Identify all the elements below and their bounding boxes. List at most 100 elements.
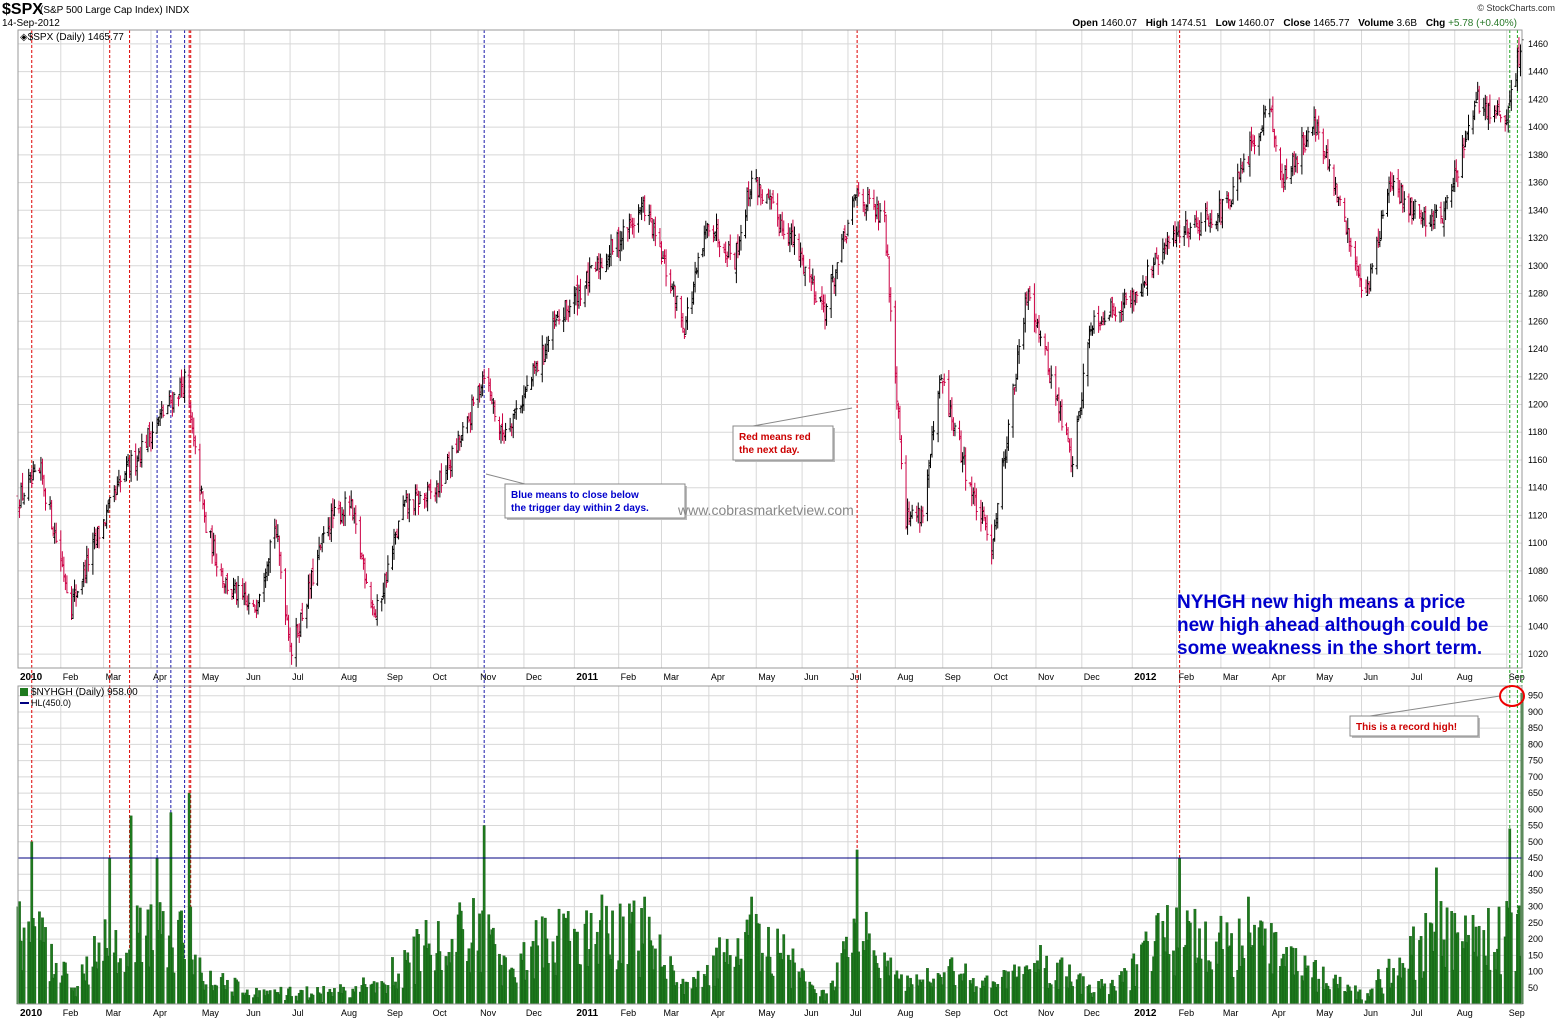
- record-callout-pointer: [1369, 695, 1501, 717]
- price-x-tick-label: 2011: [576, 672, 598, 683]
- nyhgh-bar: [1017, 966, 1021, 1005]
- nyhgh-bar: [450, 938, 454, 1005]
- open-value: 1460.07: [1100, 18, 1137, 29]
- red-callout-pointer: [752, 407, 853, 427]
- nyhgh-y-tick-label: 550: [1528, 821, 1543, 831]
- price-y-tick-label: 1060: [1528, 594, 1548, 604]
- nyhgh-x-tick-label: 2010: [20, 1008, 43, 1019]
- nyhgh-bar: [611, 910, 614, 1005]
- nyhgh-bar: [193, 954, 197, 1005]
- nyhgh-y-tick-label: 300: [1528, 902, 1543, 912]
- nyhgh-bar: [1285, 947, 1288, 1005]
- nyhgh-bar: [686, 982, 689, 1005]
- nyhgh-bar: [76, 986, 79, 1005]
- nyhgh-bar: [1274, 931, 1278, 1005]
- nyhgh-x-tick-label: May: [202, 1008, 220, 1018]
- nyhgh-bar: [1295, 971, 1299, 1005]
- nyhgh-bar: [215, 985, 219, 1005]
- nyhgh-bar: [407, 962, 411, 1005]
- nyhgh-bar: [878, 978, 882, 1005]
- nyhgh-bar: [547, 963, 550, 1005]
- nyhgh-x-tick-label: Aug: [897, 1008, 913, 1018]
- nyhgh-bar: [793, 962, 796, 1005]
- price-x-tick-label: Sep: [945, 672, 961, 682]
- nyhgh-bar: [1392, 968, 1395, 1005]
- price-x-tick-label: Aug: [897, 672, 913, 682]
- nyhgh-bar: [568, 940, 572, 1005]
- nyhgh-y-tick-label: 800: [1528, 739, 1543, 749]
- high-value: 1474.51: [1170, 18, 1207, 29]
- price-y-tick-label: 1160: [1528, 455, 1547, 465]
- annotations-layer: Blue means to close below the trigger day…: [485, 407, 1525, 738]
- nyhgh-x-tick-label: Nov: [480, 1008, 497, 1018]
- nyhgh-bar: [632, 900, 636, 1005]
- nyhgh-x-tick-label: May: [1316, 1008, 1334, 1018]
- nyhgh-bar: [461, 929, 465, 1005]
- nyhgh-legend-swatch: [20, 688, 28, 696]
- price-x-tick-label: 2012: [1134, 672, 1157, 683]
- price-x-tick-label: Nov: [480, 672, 497, 682]
- nyhgh-bar: [1156, 912, 1160, 1005]
- nyhgh-x-tick-label: Dec: [1084, 1008, 1101, 1018]
- nyhgh-bar: [557, 908, 561, 1005]
- nyhgh-x-tick-label: 2011: [576, 1008, 598, 1019]
- nyhgh-bar: [290, 996, 293, 1005]
- nyhgh-bar: [1317, 978, 1321, 1005]
- nyhgh-x-tick-label: Mar: [106, 1008, 122, 1018]
- nyhgh-bar: [1146, 941, 1149, 1005]
- price-x-tick-label: Sep: [1509, 672, 1525, 682]
- nyhgh-y-tick-label: 700: [1528, 772, 1543, 782]
- nyhgh-bar: [1124, 970, 1128, 1005]
- nyhgh-y-tick-label: 400: [1528, 869, 1543, 879]
- nyhgh-x-tick-label: Feb: [63, 1008, 79, 1018]
- nyhgh-bar: [172, 972, 176, 1005]
- price-x-tick-label: Jul: [1411, 672, 1423, 682]
- nyhgh-x-tick-label: Jul: [1411, 1008, 1423, 1018]
- nyhgh-bar: [1103, 983, 1107, 1005]
- nyhgh-bar: [953, 985, 957, 1005]
- nyhgh-x-tick-label: Apr: [153, 1008, 167, 1018]
- watermark-text: www.cobrasmarketview.com: [677, 502, 854, 518]
- nyhgh-bar: [1349, 990, 1353, 1005]
- price-x-tick-label: Dec: [526, 672, 543, 682]
- nyhgh-bar: [300, 990, 304, 1005]
- price-x-tick-label: May: [758, 672, 776, 682]
- nyhgh-y-tick-label: 200: [1528, 934, 1543, 944]
- price-y-tick-label: 1360: [1528, 178, 1548, 188]
- nyhgh-x-tick-label: Feb: [621, 1008, 637, 1018]
- price-x-tick-label: Mar: [1223, 672, 1239, 682]
- nyhgh-bar: [108, 857, 112, 1005]
- price-x-tick-label: Mar: [106, 672, 122, 682]
- price-y-tick-label: 1460: [1528, 39, 1548, 49]
- price-bars-layer: [16, 37, 1524, 667]
- nyhgh-bar: [1338, 976, 1342, 1005]
- nyhgh-bar: [493, 944, 497, 1005]
- nyhgh-bar: [718, 937, 721, 1005]
- price-x-tick-label: Oct: [433, 672, 448, 682]
- nyhgh-bar: [964, 963, 967, 1005]
- nyhgh-x-tick-label: Nov: [1038, 1008, 1055, 1018]
- price-y-tick-label: 1400: [1528, 122, 1548, 132]
- nyhgh-bar: [1253, 924, 1256, 1005]
- axes-layer: 1020 1040 1060 1080 1100 1120 1140 1160 1180 1200…: [17, 29, 1548, 1019]
- nyhgh-bar: [1071, 986, 1074, 1005]
- nyhgh-bar: [696, 970, 700, 1005]
- nyhgh-bar: [739, 958, 743, 1005]
- nyhgh-x-tick-label: Mar: [663, 1008, 679, 1018]
- nyhgh-bar: [1039, 945, 1042, 1005]
- nyhgh-bar: [835, 962, 839, 1005]
- nyhgh-bar: [1188, 922, 1192, 1005]
- chg-value: +5.78 (+0.40%): [1448, 18, 1517, 29]
- nyhgh-y-tick-label: 250: [1528, 918, 1543, 928]
- copyright-text[interactable]: © StockCharts.com: [1477, 3, 1555, 13]
- volume-value: 3.6B: [1396, 18, 1418, 29]
- nyhgh-bar: [1263, 928, 1267, 1005]
- nyhgh-y-tick-label: 900: [1528, 707, 1543, 717]
- nyhgh-bar: [1477, 925, 1481, 1005]
- nyhgh-x-tick-label: Aug: [1457, 1008, 1473, 1018]
- nyhgh-bar: [1178, 857, 1181, 1005]
- red-callout-text: Red means red: [739, 432, 811, 443]
- nyhgh-bar: [728, 955, 732, 1005]
- nyhgh-bars-layer: [16, 692, 1524, 1005]
- nyhgh-bar: [825, 993, 828, 1005]
